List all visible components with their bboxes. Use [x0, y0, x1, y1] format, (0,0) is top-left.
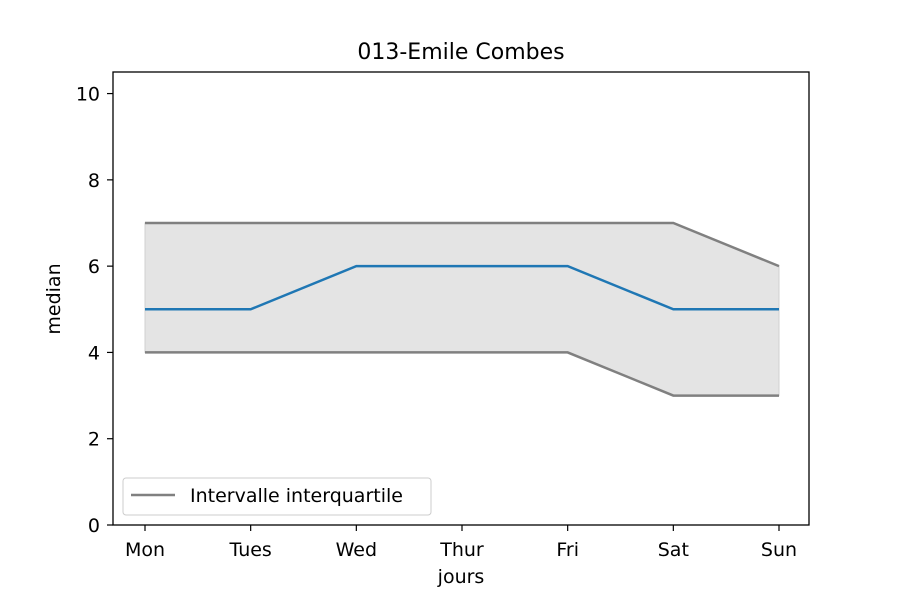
- y-axis-label: median: [43, 263, 65, 334]
- series-line-q75: [145, 221, 780, 268]
- x-tick-label: Sat: [658, 539, 689, 561]
- y-tick-label: 10: [76, 84, 100, 106]
- y-axis: 0 2 4 6 8 10: [76, 84, 113, 537]
- y-tick-label: 2: [88, 429, 100, 451]
- legend-box: [122, 477, 432, 516]
- plot-area: [144, 221, 780, 397]
- y-tick-label: 4: [88, 342, 100, 364]
- y-tick-label: 6: [88, 256, 100, 278]
- x-axis-label: jours: [437, 566, 485, 588]
- legend: Intervalle interquartile: [122, 477, 432, 516]
- x-tick-label: Tues: [228, 539, 271, 561]
- plot-frame: [112, 71, 810, 526]
- x-tick-label: Fri: [556, 539, 579, 561]
- chart-title: 013-Emile Combes: [357, 40, 564, 65]
- x-tick-label: Mon: [125, 539, 165, 561]
- x-tick-label: Wed: [336, 539, 377, 561]
- series-line-q25: [145, 351, 779, 397]
- y-tick-label: 0: [88, 515, 100, 537]
- x-tick-label: Thur: [439, 539, 484, 561]
- y-tick-label: 8: [88, 170, 100, 192]
- series-line-median: [145, 264, 779, 311]
- x-tick-label: Sun: [761, 539, 797, 561]
- legend-label: Intervalle interquartile: [190, 485, 403, 507]
- x-axis: Mon Tues Wed Thur Fri Sat Sun: [125, 525, 797, 561]
